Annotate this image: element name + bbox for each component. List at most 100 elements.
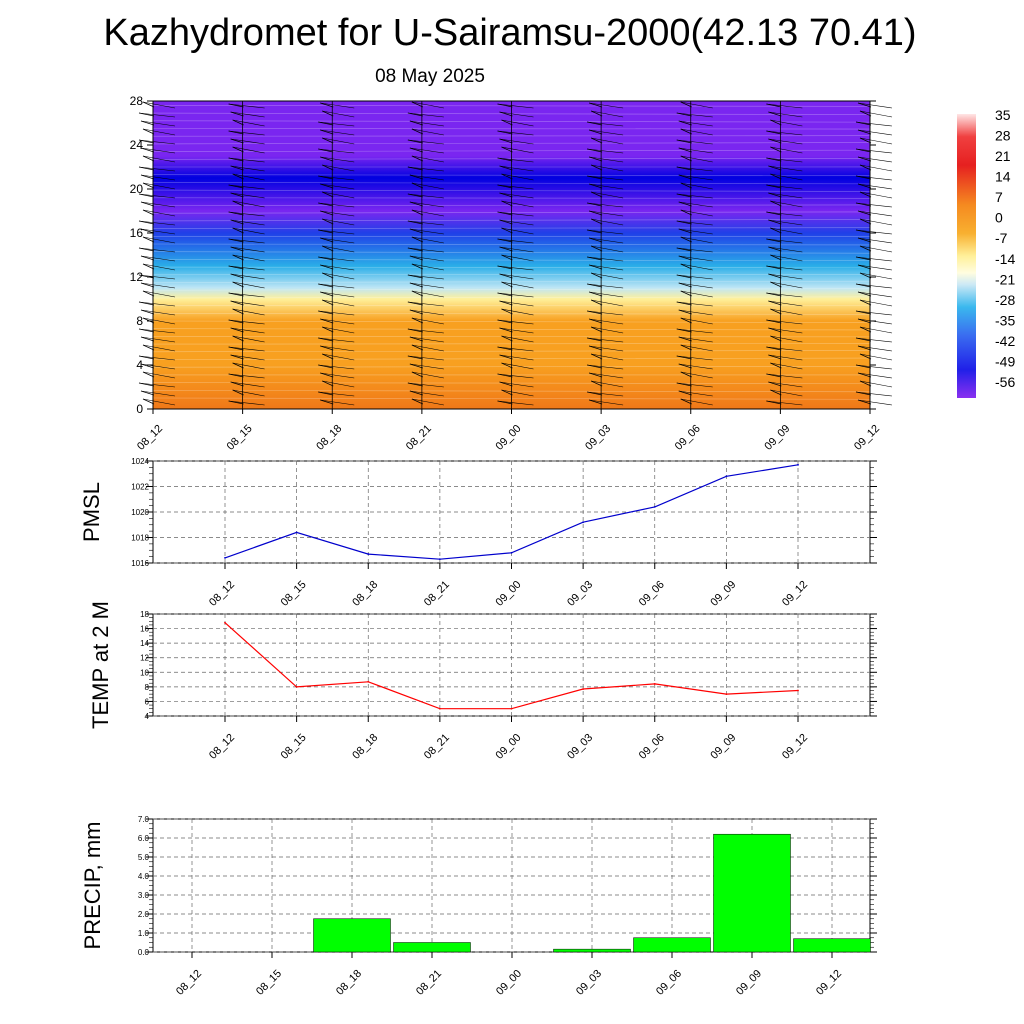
pmsl-x-tick-label: 08_15 — [279, 579, 309, 609]
wind-barb — [680, 263, 713, 271]
wind-barb — [411, 182, 444, 190]
wind-barb — [140, 201, 176, 208]
wind-barb — [142, 263, 155, 270]
wind-barb — [322, 218, 334, 225]
wind-barb — [680, 101, 713, 109]
wind-barb — [318, 121, 355, 127]
colorbar-label: 21 — [995, 148, 1011, 164]
temp-x-tick-label: 09_09 — [708, 732, 738, 762]
wind-barb — [228, 103, 265, 109]
wind-barb — [318, 175, 355, 181]
wind-barb — [142, 371, 155, 378]
wind-barb — [228, 319, 265, 325]
wind-barb — [590, 353, 603, 360]
wind-barb — [676, 274, 713, 280]
wind-barb — [768, 219, 782, 225]
precip-bar — [633, 937, 711, 953]
wind-barb — [676, 382, 713, 388]
wind-barb — [230, 327, 265, 334]
wind-barb — [770, 146, 782, 153]
pmsl-x-tick-label: 09_03 — [565, 579, 595, 609]
wind-barb — [140, 147, 176, 154]
wind-barb — [766, 319, 803, 325]
wind-barb — [589, 210, 603, 216]
wind-barb — [142, 344, 176, 352]
wind-barb — [411, 128, 424, 135]
wind-barb — [318, 310, 355, 316]
wind-barb — [768, 354, 803, 361]
wind-barb — [138, 328, 176, 334]
x-tick-label: 08_18 — [314, 423, 344, 453]
wind-barb — [142, 209, 155, 216]
wind-barb — [142, 290, 155, 297]
wind-barb — [501, 281, 513, 288]
wind-barb — [766, 211, 803, 217]
wind-barb — [140, 228, 155, 234]
wind-barb — [411, 290, 444, 298]
wind-barb — [590, 326, 603, 333]
wind-barb — [142, 155, 176, 163]
temp-point — [797, 689, 799, 692]
wind-barb — [680, 371, 692, 378]
wind-barb — [766, 373, 803, 379]
pmsl-y-tick-label: 1020 — [131, 508, 149, 517]
wind-barb — [857, 345, 872, 351]
wind-barb — [857, 102, 872, 108]
wind-barb — [142, 290, 176, 298]
temp-y-tick-label: 8 — [145, 683, 150, 692]
wind-barb — [587, 148, 624, 154]
wind-barb — [768, 327, 803, 334]
wind-barb — [232, 362, 244, 369]
wind-barb — [228, 292, 265, 298]
wind-barb — [768, 381, 803, 388]
wind-barb — [318, 364, 355, 370]
wind-barb — [590, 110, 603, 117]
wind-barb — [318, 337, 355, 343]
wind-barb — [142, 371, 176, 379]
wind-barb — [680, 236, 692, 243]
wind-barb — [678, 228, 692, 234]
wind-barb — [322, 353, 334, 360]
wind-barb — [589, 399, 603, 405]
wind-barb — [228, 238, 265, 244]
wind-barb — [409, 120, 444, 127]
wind-barb — [587, 310, 624, 316]
wind-barb — [409, 390, 423, 396]
wind-barb — [138, 274, 176, 280]
wind-barb — [589, 129, 624, 136]
wind-barb — [768, 300, 803, 307]
wind-barb — [318, 283, 355, 289]
wind-barb — [138, 139, 176, 145]
colorbar-label: 0 — [995, 210, 1003, 226]
wind-barb — [501, 254, 513, 261]
pmsl-y-tick-label: 1022 — [131, 483, 149, 492]
wind-barb — [322, 164, 334, 171]
wind-barb — [411, 155, 444, 163]
wind-barb — [770, 335, 803, 343]
wind-barb — [770, 362, 803, 370]
wind-barb — [232, 281, 244, 288]
wind-barb — [230, 273, 265, 280]
wind-barb — [855, 283, 893, 289]
pmsl-x-tick-label: 09_00 — [494, 579, 524, 609]
wind-barb — [676, 139, 713, 145]
wind-barb — [322, 218, 355, 226]
pmsl-x-tick-label: 09_09 — [708, 579, 738, 609]
wind-barb — [855, 391, 893, 397]
wind-barb — [138, 355, 176, 361]
wind-barb — [855, 148, 893, 154]
wind-barb — [322, 191, 355, 199]
wind-barb — [859, 137, 872, 144]
wind-barb — [499, 111, 534, 118]
x-tick-label: 08_21 — [404, 423, 434, 453]
wind-barb — [142, 128, 155, 135]
wind-barb — [589, 129, 603, 135]
wind-barb — [407, 274, 444, 280]
wind-barb — [320, 129, 355, 136]
wind-barb — [501, 146, 513, 153]
wind-barb — [589, 399, 624, 406]
wind-barb — [678, 363, 713, 370]
precip-y-tick-label: 4.0 — [138, 872, 150, 881]
wind-barb — [499, 219, 534, 226]
temp-point — [725, 693, 728, 696]
